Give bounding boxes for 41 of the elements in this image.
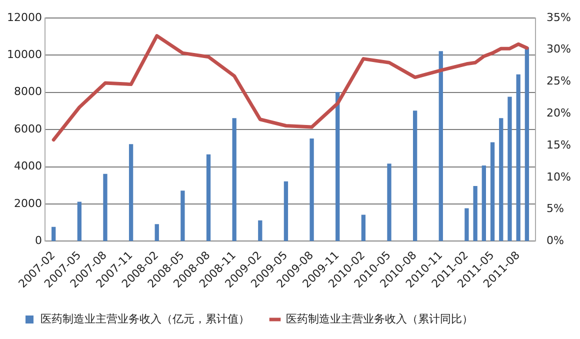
y2-tick-label: 5% (546, 202, 564, 216)
bar (490, 142, 495, 241)
bar (52, 226, 56, 241)
bar (258, 220, 262, 241)
bar (516, 74, 520, 241)
y2-tick-label: 30% (546, 42, 572, 56)
bar (336, 92, 340, 241)
bar (284, 181, 288, 241)
bar (482, 166, 486, 241)
bar (524, 47, 530, 241)
y-tick-label: 0 (34, 234, 42, 248)
bar (464, 208, 469, 241)
y-tick-label: 2000 (14, 196, 42, 210)
y-tick-label: 10000 (6, 48, 42, 62)
bar (361, 214, 366, 241)
y-tick-label: 4000 (14, 160, 42, 173)
y2-tick-label: 25% (546, 74, 572, 88)
bar (103, 174, 108, 241)
bar (387, 164, 392, 241)
bar (232, 118, 236, 241)
bar (310, 138, 314, 241)
bar (473, 186, 478, 241)
y2-tick-label: 15% (546, 138, 572, 152)
y-tick-label: 6000 (14, 122, 42, 136)
y2-tick-label: 20% (546, 106, 572, 120)
y-tick-label: 12000 (6, 10, 42, 24)
bar (180, 190, 185, 241)
legend-label: 医药制造业主营业务收入（累计同比） (286, 312, 473, 326)
bar (77, 202, 82, 241)
bar (499, 118, 504, 241)
bar (128, 144, 134, 241)
bar (508, 96, 512, 241)
y2-tick-label: 35% (546, 10, 572, 24)
bar (412, 110, 418, 241)
legend-label: 医药制造业主营业务收入（亿元，累计值） (40, 312, 250, 326)
bar (438, 51, 443, 241)
y-tick-label: 8000 (14, 85, 42, 98)
y2-tick-label: 10% (546, 170, 572, 184)
bar (154, 224, 159, 241)
bar (206, 154, 211, 241)
y2-tick-label: 0% (546, 234, 564, 248)
